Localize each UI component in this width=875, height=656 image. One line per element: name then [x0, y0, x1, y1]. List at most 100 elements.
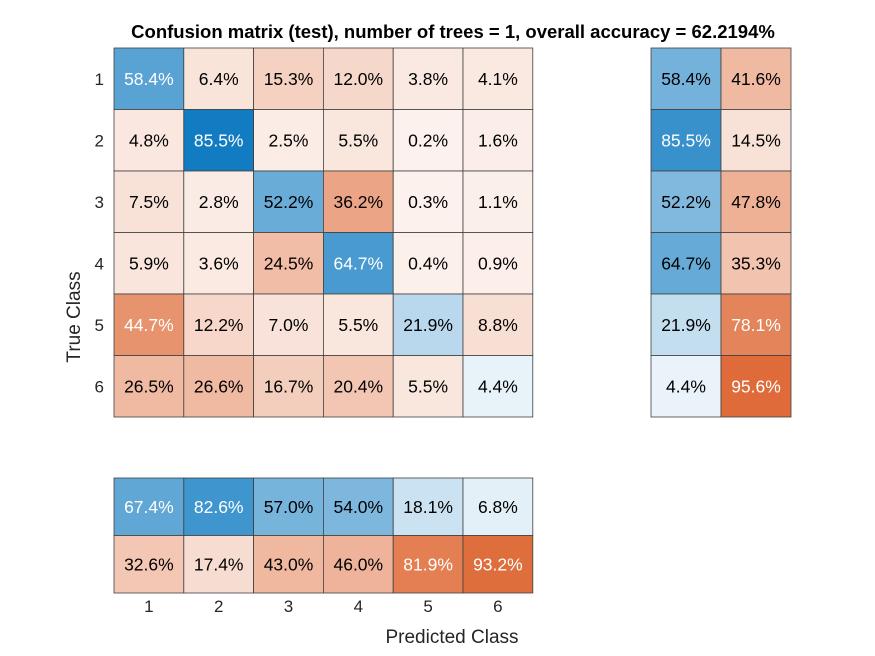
row-summary-4-correct-label: 64.7%	[661, 253, 711, 273]
matrix-1-2-cell	[183, 47, 255, 110]
y-tick-3: 3	[95, 193, 104, 212]
x-axis-label: Predicted Class	[385, 627, 518, 648]
matrix-3-2-label: 2.8%	[199, 192, 239, 212]
matrix-3-6-cell	[462, 170, 534, 233]
matrix-5-3-label: 7.0%	[269, 315, 309, 335]
x-tick-4: 4	[354, 597, 363, 616]
matrix-4-2-label: 3.6%	[199, 253, 239, 273]
matrix-6-4-label: 20.4%	[333, 376, 383, 396]
y-tick-2: 2	[95, 131, 104, 150]
chart-title: Confusion matrix (test), number of trees…	[131, 21, 775, 42]
matrix-1-1-cell	[113, 47, 185, 110]
column-summary-2-incorrect-cell	[183, 535, 255, 594]
column-summary-6-incorrect-cell	[462, 535, 534, 594]
matrix-5-5-cell	[392, 293, 464, 356]
column-summary: 67.4% 82.6% 57.0% 54.0% 18.1% 6.8% 32.6% 17.4% 4…	[113, 477, 534, 594]
matrix-5-4-cell	[322, 293, 394, 356]
row-summary-1-correct-label: 58.4%	[661, 69, 711, 89]
column-summary-6-correct-label: 6.8%	[478, 497, 518, 517]
matrix-2-5-label: 0.2%	[408, 130, 448, 150]
column-summary-6-incorrect-label: 93.2%	[473, 554, 523, 574]
y-axis-label: True Class	[64, 271, 85, 362]
column-summary-4-incorrect-label: 46.0%	[333, 554, 383, 574]
row-summary-6-incorrect-label: 95.6%	[731, 376, 781, 396]
column-summary-5-incorrect-cell	[392, 535, 464, 594]
row-summary-1-incorrect-cell	[720, 47, 792, 110]
matrix-5-1-label: 44.7%	[124, 315, 174, 335]
row-summary-5-correct-label: 21.9%	[661, 315, 711, 335]
column-summary-1-incorrect-cell	[113, 535, 185, 594]
matrix-6-6-label: 4.4%	[478, 376, 518, 396]
row-summary-4-correct-cell	[650, 232, 722, 295]
matrix-6-4-cell	[322, 355, 394, 418]
matrix-1-3-label: 15.3%	[264, 69, 314, 89]
matrix-4-6-label: 0.9%	[478, 253, 518, 273]
y-tick-1: 1	[95, 70, 104, 89]
matrix-4-4-label: 64.7%	[333, 253, 383, 273]
y-tick-5: 5	[95, 316, 104, 335]
matrix-4-1-cell	[113, 232, 185, 295]
row-summary-6-correct-cell	[650, 355, 722, 418]
column-summary-1-correct-cell	[113, 477, 185, 536]
x-tick-1: 1	[144, 597, 153, 616]
column-summary-1-incorrect-label: 32.6%	[124, 554, 174, 574]
matrix-5-6-label: 8.8%	[478, 315, 518, 335]
row-summary-4-incorrect-label: 35.3%	[731, 253, 781, 273]
matrix-5-2-label: 12.2%	[194, 315, 244, 335]
matrix-2-1-label: 4.8%	[129, 130, 169, 150]
row-summary-5-incorrect-label: 78.1%	[731, 315, 781, 335]
matrix-1-5-label: 3.8%	[408, 69, 448, 89]
column-summary-4-incorrect-cell	[322, 535, 394, 594]
matrix-5-3-cell	[253, 293, 324, 356]
matrix-4-2-cell	[183, 232, 255, 295]
matrix-2-2-cell	[183, 109, 255, 172]
matrix-3-1-label: 7.5%	[129, 192, 169, 212]
column-summary-2-incorrect-label: 17.4%	[194, 554, 244, 574]
column-summary-5-correct-label: 18.1%	[403, 497, 453, 517]
matrix-3-6-label: 1.1%	[478, 192, 518, 212]
row-summary-5-correct-cell	[650, 293, 722, 356]
matrix-2-4-label: 5.5%	[338, 130, 378, 150]
matrix-4-4-cell	[322, 232, 394, 295]
column-summary-3-incorrect-cell	[253, 535, 324, 594]
row-summary-1-incorrect-label: 41.6%	[731, 69, 781, 89]
row-summary-3-incorrect-cell	[720, 170, 792, 233]
column-summary-2-correct-cell	[183, 477, 255, 536]
main-matrix: 58.4% 6.4% 15.3% 12.0% 3.8% 4.1% 4.8% 85.5% 2.5%…	[113, 47, 534, 418]
matrix-2-2-label: 85.5%	[194, 130, 244, 150]
row-summary-3-incorrect-label: 47.8%	[731, 192, 781, 212]
column-summary-5-correct-cell	[392, 477, 464, 536]
column-summary-1-correct-label: 67.4%	[124, 497, 174, 517]
x-tick-3: 3	[284, 597, 293, 616]
matrix-1-5-cell	[392, 47, 464, 110]
row-summary-3-correct-label: 52.2%	[661, 192, 711, 212]
matrix-4-3-label: 24.5%	[264, 253, 314, 273]
y-tick-6: 6	[95, 377, 104, 396]
matrix-6-6-cell	[462, 355, 534, 418]
matrix-5-5-label: 21.9%	[403, 315, 453, 335]
matrix-1-2-label: 6.4%	[199, 69, 239, 89]
matrix-3-4-label: 36.2%	[333, 192, 383, 212]
matrix-5-6-cell	[462, 293, 534, 356]
column-summary-2-correct-label: 82.6%	[194, 497, 244, 517]
matrix-3-2-cell	[183, 170, 255, 233]
x-tick-5: 5	[423, 597, 432, 616]
matrix-6-5-cell	[392, 355, 464, 418]
row-summary-4-incorrect-cell	[720, 232, 792, 295]
matrix-4-6-cell	[462, 232, 534, 295]
column-summary-3-correct-cell	[253, 477, 324, 536]
y-tick-4: 4	[95, 254, 104, 273]
column-summary-3-incorrect-label: 43.0%	[264, 554, 314, 574]
column-summary-6-correct-cell	[462, 477, 534, 536]
matrix-5-4-label: 5.5%	[338, 315, 378, 335]
matrix-4-5-label: 0.4%	[408, 253, 448, 273]
matrix-2-4-cell	[322, 109, 394, 172]
x-axis-ticks: 1 2 3 4 5 6	[144, 597, 502, 616]
matrix-3-1-cell	[113, 170, 185, 233]
row-summary-2-correct-cell	[650, 109, 722, 172]
row-summary-6-incorrect-cell	[720, 355, 792, 418]
matrix-2-6-cell	[462, 109, 534, 172]
column-summary-5-incorrect-label: 81.9%	[403, 554, 453, 574]
row-summary-2-incorrect-cell	[720, 109, 792, 172]
row-summary-2-correct-label: 85.5%	[661, 130, 711, 150]
